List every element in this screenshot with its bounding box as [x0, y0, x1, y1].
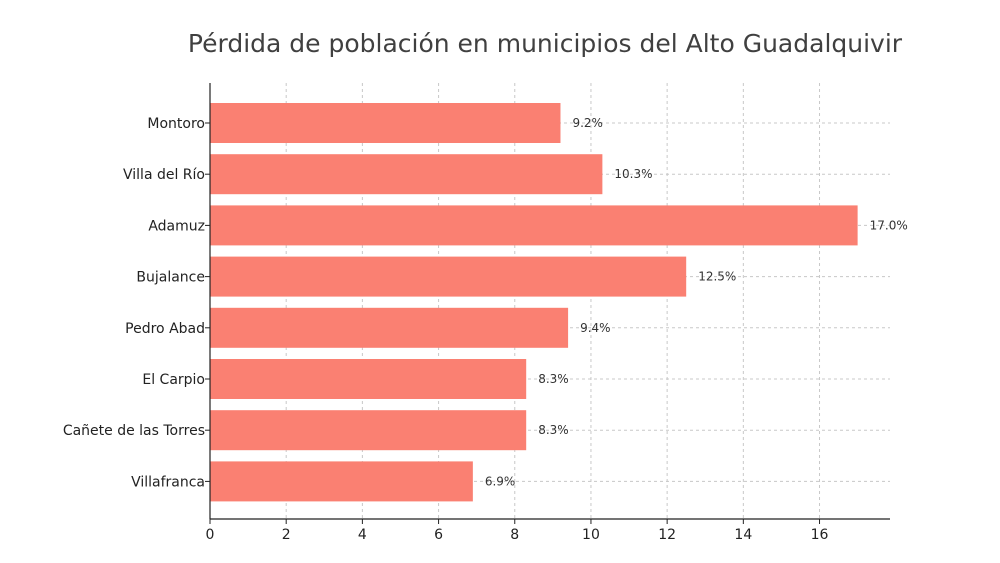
- bar: [210, 205, 858, 246]
- data-label: 9.4%: [580, 321, 611, 335]
- bar: [210, 410, 527, 451]
- category-label: Cañete de las Torres: [63, 423, 205, 439]
- category-label: Bujalance: [136, 270, 205, 286]
- x-tick-label: 10: [582, 527, 600, 543]
- data-label: 17.0%: [870, 218, 908, 232]
- category-label: Montoro: [147, 116, 205, 132]
- data-label: 9.2%: [572, 116, 603, 130]
- bar: [210, 461, 473, 502]
- x-tick-label: 8: [510, 527, 519, 543]
- data-label: 6.9%: [485, 474, 516, 488]
- category-label: Villa del Río: [123, 167, 205, 183]
- bar: [210, 307, 569, 348]
- bar: [210, 154, 603, 195]
- grid: [210, 83, 890, 519]
- chart-title: Pérdida de población en municipios del A…: [188, 29, 903, 58]
- x-axis-ticks: 0 2 4 6 8 10 12 14 16: [205, 122, 829, 543]
- category-label: El Carpio: [142, 372, 205, 388]
- data-label: 10.3%: [614, 167, 652, 181]
- x-tick-label: 14: [734, 527, 752, 543]
- category-label: Pedro Abad: [125, 321, 205, 337]
- x-tick-label: 0: [206, 527, 215, 543]
- category-labels: Montoro Villa del Río Adamuz Bujalance Pedro…: [63, 116, 205, 490]
- bars: [210, 103, 858, 502]
- data-label: 12.5%: [698, 270, 736, 284]
- x-tick-label: 16: [811, 527, 829, 543]
- bar: [210, 359, 527, 399]
- x-tick-label: 6: [434, 527, 443, 543]
- bar: [210, 103, 561, 143]
- x-tick-label: 2: [282, 527, 291, 543]
- category-label: Adamuz: [148, 218, 205, 234]
- data-labels: 9.2% 10.3% 17.0% 12.5% 9.4% 8.3% 8.3% 6.9%: [485, 116, 908, 488]
- data-label: 8.3%: [538, 423, 569, 437]
- data-label: 8.3%: [538, 372, 569, 386]
- x-tick-label: 4: [358, 527, 367, 543]
- bar: [210, 256, 687, 297]
- category-label: Villafranca: [131, 474, 205, 490]
- x-tick-label: 12: [658, 527, 676, 543]
